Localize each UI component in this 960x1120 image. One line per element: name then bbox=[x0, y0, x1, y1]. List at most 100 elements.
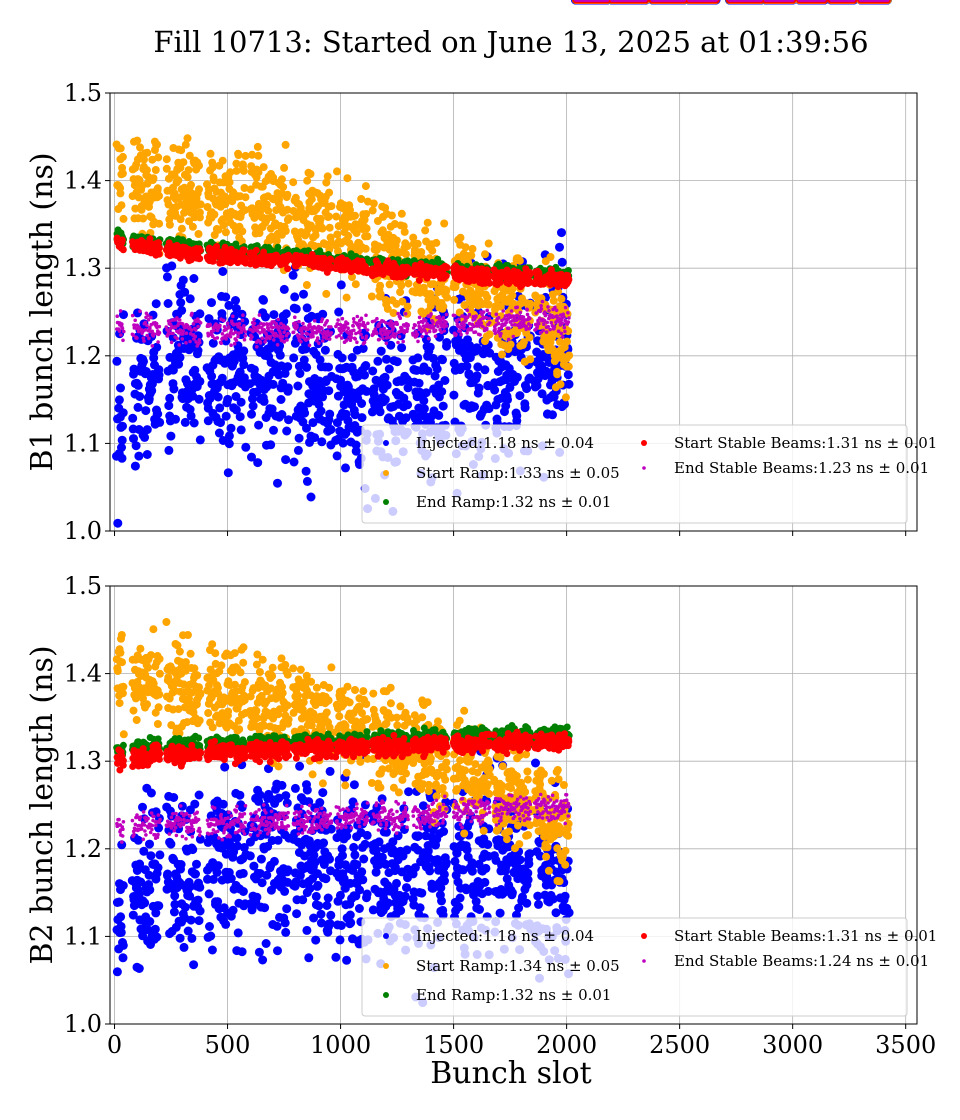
data-point bbox=[277, 395, 286, 404]
data-point bbox=[185, 166, 193, 174]
data-point bbox=[325, 410, 334, 419]
data-point bbox=[386, 341, 395, 350]
data-point bbox=[176, 353, 185, 362]
data-point bbox=[120, 246, 127, 253]
panel-b1: 1.01.11.21.31.41.5 B1 bunch length (ns) … bbox=[25, 0, 937, 545]
data-point bbox=[237, 398, 246, 407]
data-point bbox=[526, 300, 534, 308]
data-point bbox=[143, 149, 151, 157]
data-point bbox=[177, 306, 186, 315]
data-point bbox=[553, 368, 561, 376]
data-point bbox=[386, 280, 394, 288]
data-point bbox=[249, 402, 258, 411]
data-point bbox=[449, 391, 458, 400]
data-point bbox=[153, 410, 162, 419]
data-point bbox=[156, 251, 163, 258]
data-point bbox=[299, 290, 308, 299]
data-point bbox=[241, 247, 248, 254]
data-point bbox=[196, 209, 204, 217]
data-point bbox=[443, 294, 451, 302]
data-point bbox=[557, 380, 565, 388]
data-point bbox=[112, 357, 121, 366]
data-point bbox=[209, 339, 218, 348]
data-point bbox=[131, 462, 140, 471]
data-point bbox=[434, 411, 443, 420]
data-point bbox=[280, 285, 289, 294]
data-point bbox=[155, 192, 163, 200]
data-point bbox=[186, 294, 195, 303]
data-point bbox=[368, 293, 376, 301]
data-point bbox=[415, 379, 424, 388]
data-point bbox=[284, 265, 291, 272]
data-point bbox=[155, 418, 164, 427]
data-point bbox=[521, 403, 530, 412]
data-point bbox=[119, 170, 127, 178]
data-point bbox=[318, 225, 326, 233]
data-point bbox=[176, 298, 185, 307]
data-point bbox=[362, 245, 370, 253]
data-point bbox=[143, 166, 151, 174]
data-point bbox=[261, 313, 270, 322]
data-point bbox=[548, 410, 557, 419]
data-point bbox=[405, 280, 413, 288]
chart-title: Fill 10713: Started on June 13, 2025 at … bbox=[153, 25, 868, 59]
data-point bbox=[118, 201, 126, 209]
data-point bbox=[218, 267, 227, 276]
data-point bbox=[341, 463, 350, 472]
data-point bbox=[300, 409, 309, 418]
data-point bbox=[134, 452, 143, 461]
data-point bbox=[421, 226, 429, 234]
data-point bbox=[132, 441, 141, 450]
data-point bbox=[120, 215, 128, 223]
data-point bbox=[307, 170, 315, 178]
data-point bbox=[253, 247, 260, 254]
data-point bbox=[260, 163, 268, 171]
data-point bbox=[370, 200, 378, 208]
data-point bbox=[481, 250, 489, 258]
data-point bbox=[485, 240, 493, 248]
data-point bbox=[414, 240, 422, 248]
data-point bbox=[241, 443, 250, 452]
data-point bbox=[419, 396, 428, 405]
data-point bbox=[116, 384, 125, 393]
data-point bbox=[558, 258, 567, 267]
data-point bbox=[308, 195, 316, 203]
data-point bbox=[226, 178, 234, 186]
data-point bbox=[189, 274, 198, 283]
data-point bbox=[281, 455, 290, 464]
data-point bbox=[282, 427, 291, 436]
data-point bbox=[307, 493, 316, 502]
data-point bbox=[413, 353, 422, 362]
data-point bbox=[348, 353, 357, 362]
data-point bbox=[326, 224, 334, 232]
data-point bbox=[565, 380, 574, 389]
data-point bbox=[376, 282, 384, 290]
data-point bbox=[254, 143, 262, 151]
data-point bbox=[219, 157, 227, 165]
data-point bbox=[351, 212, 359, 220]
data-point bbox=[369, 207, 377, 215]
data-point bbox=[322, 290, 330, 298]
data-point bbox=[292, 304, 301, 313]
data-point bbox=[295, 369, 304, 378]
data-point bbox=[562, 393, 570, 401]
data-point bbox=[483, 294, 491, 302]
data-point bbox=[462, 243, 470, 251]
data-point bbox=[563, 338, 571, 346]
data-point bbox=[139, 357, 148, 366]
data-point bbox=[462, 362, 471, 371]
data-point bbox=[195, 162, 203, 170]
data-point bbox=[303, 303, 312, 312]
data-point bbox=[237, 425, 246, 434]
data-point bbox=[235, 151, 243, 159]
data-point bbox=[279, 183, 287, 191]
data-point bbox=[393, 237, 401, 245]
data-point bbox=[469, 245, 477, 253]
data-point bbox=[526, 334, 534, 342]
data-point bbox=[426, 343, 435, 352]
data-point bbox=[450, 296, 458, 304]
data-point bbox=[119, 153, 127, 161]
data-point bbox=[439, 402, 448, 411]
data-point bbox=[565, 352, 573, 360]
